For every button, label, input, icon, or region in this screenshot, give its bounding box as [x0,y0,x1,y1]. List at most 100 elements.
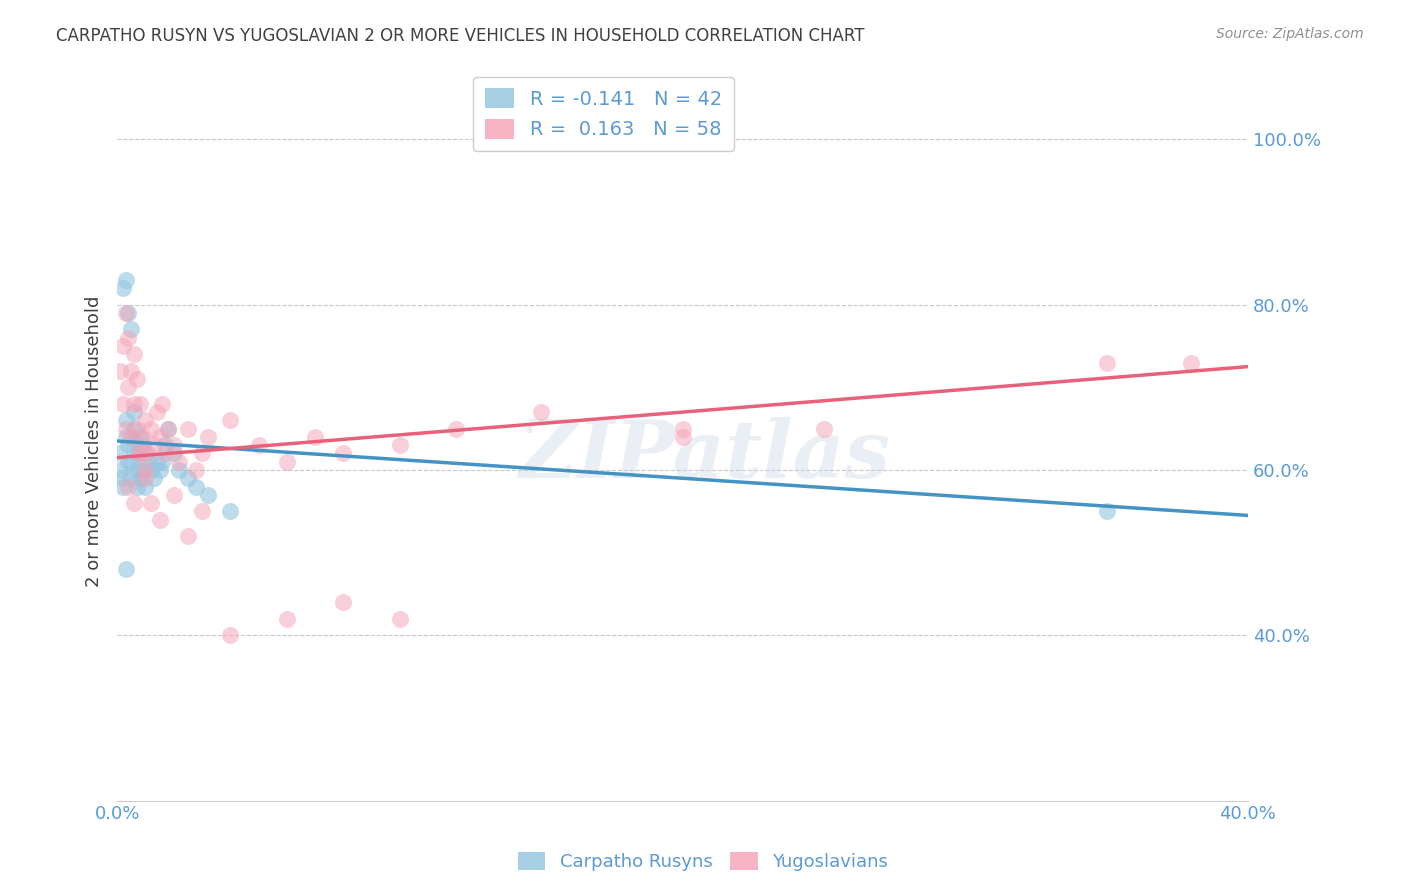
Point [169,463,191,477]
Point [155,446,177,460]
Y-axis label: 2 or more Vehicles in Household: 2 or more Vehicles in Household [86,295,103,587]
Point [530,405,553,419]
Point [111,397,134,411]
Point [134,471,156,485]
Point [191,504,214,518]
Point [117,438,139,452]
Point [671,422,693,436]
Point [1095,355,1118,369]
Point [388,438,411,452]
Point [122,347,145,361]
Point [131,463,153,477]
Point [128,446,150,460]
Point [1095,504,1118,518]
Point [134,463,156,477]
Point [108,364,131,378]
Point [142,471,165,485]
Point [163,446,186,460]
Text: Source: ZipAtlas.com: Source: ZipAtlas.com [1216,27,1364,41]
Point [114,422,136,436]
Point [111,339,134,353]
Point [152,397,174,411]
Point [108,463,131,477]
Point [139,422,162,436]
Point [134,479,156,493]
Point [177,422,200,436]
Point [131,430,153,444]
Point [304,430,326,444]
Point [136,446,159,460]
Point [139,496,162,510]
Point [219,504,242,518]
Text: CARPATHO RUSYN VS YUGOSLAVIAN 2 OR MORE VEHICLES IN HOUSEHOLD CORRELATION CHART: CARPATHO RUSYN VS YUGOSLAVIAN 2 OR MORE … [56,27,865,45]
Point [169,455,191,469]
Point [117,306,139,320]
Point [139,463,162,477]
Point [157,422,180,436]
Point [117,331,139,345]
Point [177,471,200,485]
Point [114,306,136,320]
Point [145,455,167,469]
Point [117,455,139,469]
Point [163,438,186,452]
Point [186,463,208,477]
Point [128,446,150,460]
Point [197,430,219,444]
Point [332,446,354,460]
Point [155,438,177,452]
Point [163,488,186,502]
Point [114,273,136,287]
Point [125,446,148,460]
Point [149,430,172,444]
Point [128,397,150,411]
Point [120,364,142,378]
Point [276,455,298,469]
Point [197,488,219,502]
Point [1180,355,1202,369]
Point [149,463,172,477]
Point [136,455,159,469]
Point [149,512,172,526]
Point [125,463,148,477]
Point [671,430,693,444]
Point [145,405,167,419]
Point [276,612,298,626]
Point [114,562,136,576]
Point [332,595,354,609]
Point [114,413,136,427]
Point [114,430,136,444]
Point [446,422,468,436]
Point [134,413,156,427]
Point [111,471,134,485]
Point [219,413,242,427]
Legend: Carpatho Rusyns, Yugoslavians: Carpatho Rusyns, Yugoslavians [510,845,896,879]
Point [128,430,150,444]
Point [152,455,174,469]
Point [125,479,148,493]
Point [247,438,270,452]
Point [813,422,835,436]
Point [128,471,150,485]
Point [120,455,142,469]
Point [111,479,134,493]
Point [117,479,139,493]
Point [122,496,145,510]
Point [125,372,148,386]
Point [219,628,242,642]
Point [122,438,145,452]
Point [186,479,208,493]
Point [122,397,145,411]
Point [122,422,145,436]
Point [120,322,142,336]
Text: ZIPatlas: ZIPatlas [519,417,891,494]
Legend: R = -0.141   N = 42, R =  0.163   N = 58: R = -0.141 N = 42, R = 0.163 N = 58 [474,77,734,151]
Point [122,405,145,419]
Point [134,446,156,460]
Point [108,446,131,460]
Point [125,422,148,436]
Point [142,438,165,452]
Point [120,430,142,444]
Point [120,471,142,485]
Point [111,281,134,295]
